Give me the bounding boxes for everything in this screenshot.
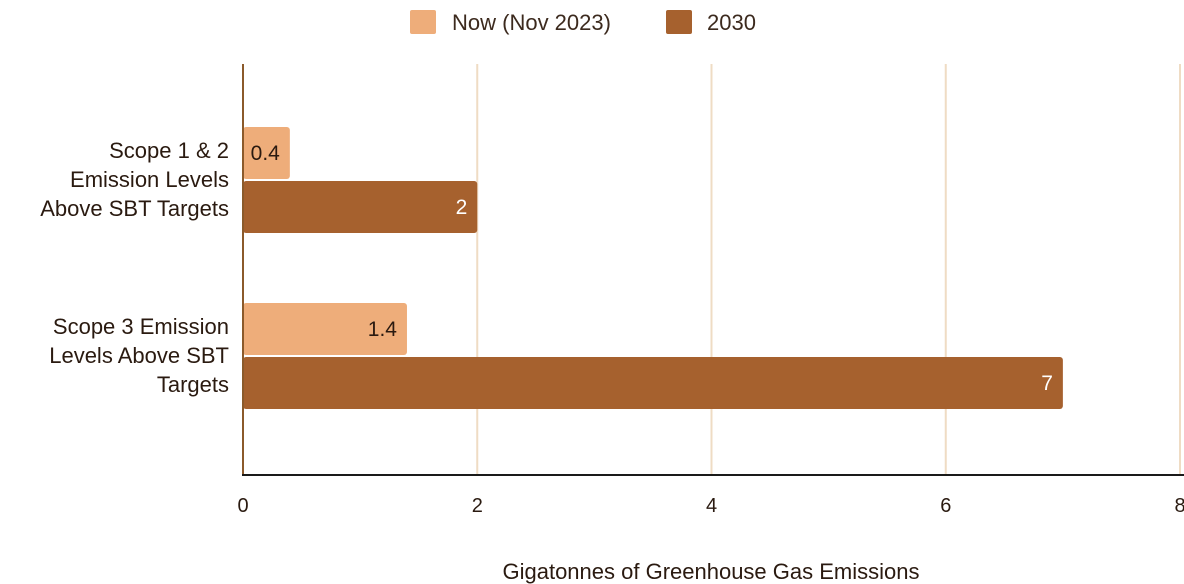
category-label-line: Scope 3 Emission: [53, 314, 229, 339]
category-label-line: Emission Levels: [70, 167, 229, 192]
bar-2030-cat1: [243, 181, 478, 233]
bar-value-label: 7: [1041, 372, 1053, 395]
x-axis-title: Gigatonnes of Greenhouse Gas Emissions: [502, 559, 919, 584]
category-label-line: Targets: [157, 372, 229, 397]
legend: Now (Nov 2023) 2030: [410, 10, 756, 35]
legend-label-now: Now (Nov 2023): [452, 10, 611, 35]
bars: 0.4 2 1.4 7: [243, 127, 1063, 409]
category-label-line: Scope 1 & 2: [109, 138, 229, 163]
category-label-line: Levels Above SBT: [49, 343, 229, 368]
bar-value-label: 0.4: [251, 142, 281, 165]
x-tick-labels: 0 2 4 6 8: [237, 495, 1184, 517]
x-tick-label-0: 0: [237, 495, 248, 517]
gridlines: [476, 64, 1181, 475]
axes: [242, 64, 1184, 476]
bar-now-cat1: [243, 127, 290, 179]
legend-swatch-now: [410, 10, 436, 34]
category-label-line: Above SBT Targets: [40, 196, 229, 221]
bar-now-cat2: [243, 303, 407, 355]
bar-value-label: 2: [456, 196, 468, 219]
x-tick-label-8: 8: [1174, 495, 1184, 517]
bar-2030-cat2: [243, 357, 1063, 409]
category-labels: Scope 1 & 2 Emission Levels Above SBT Targ…: [40, 138, 229, 397]
x-tick-label-4: 4: [706, 495, 717, 517]
x-tick-label-6: 6: [940, 495, 951, 517]
x-tick-label-2: 2: [472, 495, 483, 517]
legend-label-2030: 2030: [707, 10, 756, 35]
bar-value-label: 1.4: [368, 318, 398, 341]
legend-swatch-2030: [666, 10, 692, 34]
